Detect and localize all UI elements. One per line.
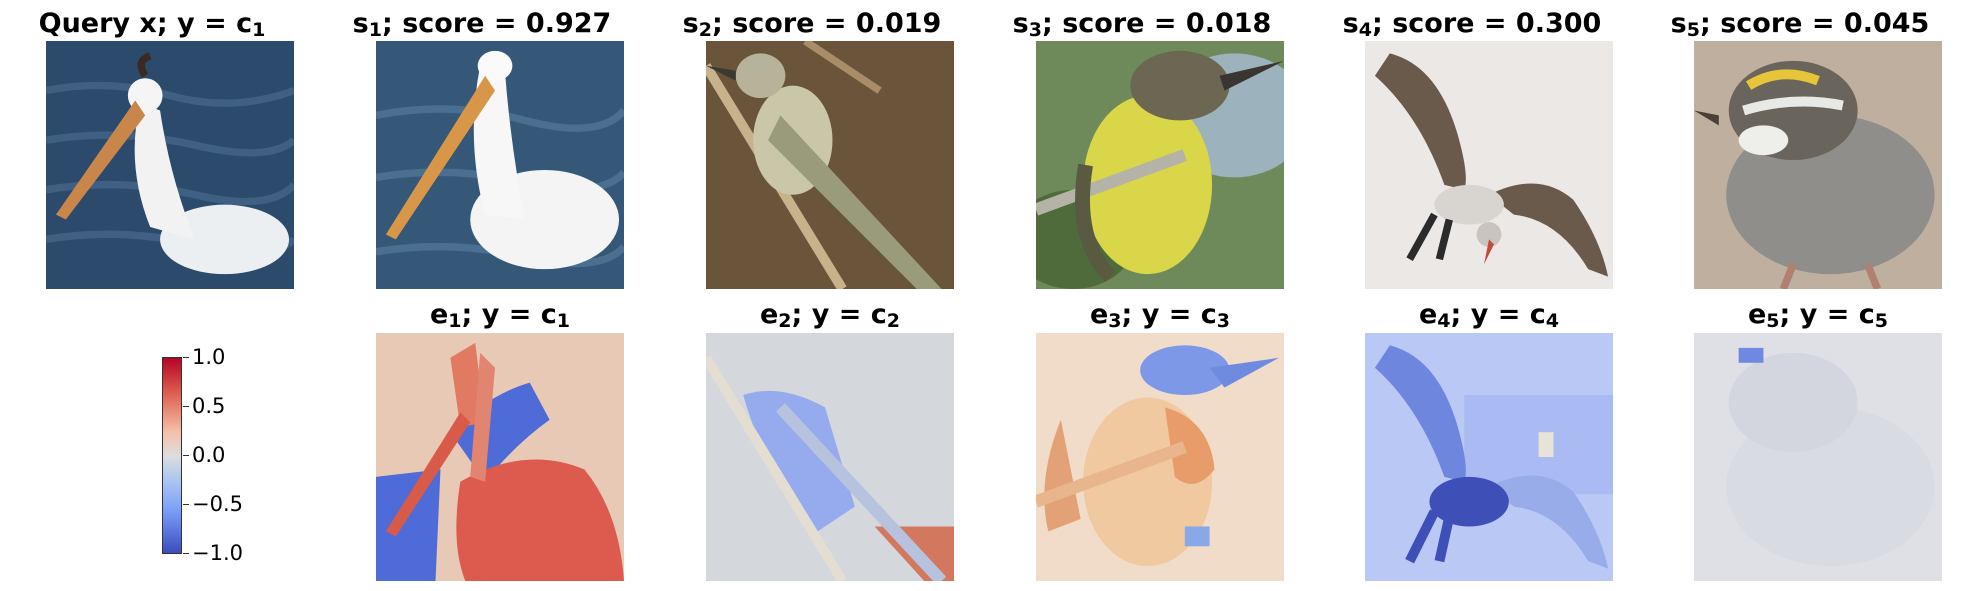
sample-title-5: s5; score = 0.045 [1670, 8, 1930, 41]
explanation-title-3: e3; y = c3 [1089, 299, 1231, 332]
sample-image-2-bird [706, 41, 954, 289]
explanation-map-3 [1036, 333, 1284, 581]
colorbar-tick [183, 357, 189, 358]
explanation-map-5 [1694, 333, 1942, 581]
sample-title-4: s4; score = 0.300 [1342, 8, 1602, 41]
colorbar-tick-label: 0.0 [192, 443, 226, 467]
sample-image-1-pelican [376, 41, 624, 289]
sample-image-3-flycatcher [1036, 41, 1284, 289]
sample-image-4-gull [1365, 41, 1613, 289]
colorbar-tick [183, 455, 189, 456]
explanation-title-4: e4; y = c4 [1418, 299, 1560, 332]
sample-title-1: s1; score = 0.927 [352, 8, 612, 41]
sample-title-2: s2; score = 0.019 [682, 8, 942, 41]
colorbar [162, 357, 182, 554]
colorbar-tick-label: 1.0 [192, 345, 226, 369]
explanation-map-2 [706, 333, 954, 581]
colorbar-tick-label: −0.5 [192, 492, 243, 516]
explanation-map-1 [376, 333, 624, 581]
explanation-title-1: e1; y = c1 [429, 299, 571, 332]
explanation-title-2: e2; y = c2 [759, 299, 901, 332]
colorbar-tick [183, 553, 189, 554]
sample-title-3: s3; score = 0.018 [1012, 8, 1272, 41]
query-title: Query x; y = c1 [38, 8, 266, 41]
explanation-title-5: e5; y = c5 [1747, 299, 1889, 332]
colorbar-tick-label: −1.0 [192, 541, 243, 565]
colorbar-tick-label: 0.5 [192, 394, 226, 418]
colorbar-tick [183, 504, 189, 505]
query-image-pelican [46, 41, 294, 289]
colorbar-tick [183, 406, 189, 407]
explanation-map-4 [1365, 333, 1613, 581]
sample-image-5-sparrow [1694, 41, 1942, 289]
